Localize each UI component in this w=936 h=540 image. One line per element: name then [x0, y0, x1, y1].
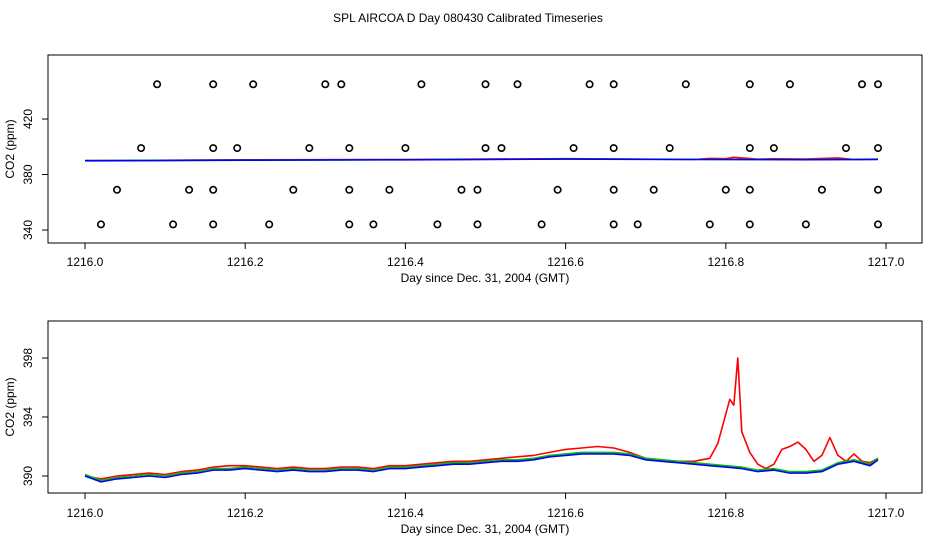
- scatter-point: [97, 220, 106, 229]
- scatter-point: [401, 144, 410, 153]
- scatter-point: [473, 220, 482, 229]
- scatter-point: [209, 185, 218, 194]
- scatter-point: [433, 220, 442, 229]
- y-tick-label: 394: [21, 407, 35, 427]
- x-tick-label: 1216.0: [67, 506, 104, 520]
- scatter-point: [209, 144, 218, 153]
- scatter-point: [705, 220, 714, 229]
- scatter-point: [785, 80, 794, 89]
- scatter-point: [873, 220, 882, 229]
- series-group-bottom: [84, 357, 879, 483]
- scatter-point: [873, 185, 882, 194]
- scatter-point: [585, 80, 594, 89]
- scatter-point: [537, 220, 546, 229]
- chart-top: 1216.0 1216.2 1216.4 1216.6 1216.8 1217.0 340 3…: [3, 54, 923, 285]
- x-tick-label: 1216.4: [387, 255, 424, 269]
- y-axis-label-top: CO2 (ppm): [3, 119, 17, 178]
- scatter-point: [169, 220, 178, 229]
- scatter-point: [305, 144, 314, 153]
- scatter-point: [497, 144, 506, 153]
- scatter-point: [209, 80, 218, 89]
- scatter-point: [137, 144, 146, 153]
- series-line-blue: [84, 453, 879, 483]
- x-tick-label: 1216.6: [547, 255, 584, 269]
- scatter-point: [665, 144, 674, 153]
- x-tick-label: 1216.8: [707, 255, 744, 269]
- x-tick-label: 1216.2: [227, 255, 264, 269]
- y-axis-label-bottom: CO2 (ppm): [3, 377, 17, 436]
- scatter-point: [369, 220, 378, 229]
- scatter-point: [841, 144, 850, 153]
- scatter-point: [265, 220, 274, 229]
- series-group-top: [84, 156, 879, 162]
- series-line-green: [84, 451, 879, 482]
- scatter-point: [569, 144, 578, 153]
- scatter-point: [233, 144, 242, 153]
- scatter-point: [473, 185, 482, 194]
- scatter-point: [249, 80, 258, 89]
- scatter-point: [609, 220, 618, 229]
- scatter-point: [721, 185, 730, 194]
- scatter-point: [649, 185, 658, 194]
- x-tick-label: 1216.6: [547, 506, 584, 520]
- scatter-point: [481, 80, 490, 89]
- x-tick-label: 1216.0: [67, 255, 104, 269]
- y-tick-label: 340: [21, 220, 35, 240]
- chart-bottom: 1216.0 1216.2 1216.4 1216.6 1216.8 1217.0 390 3…: [3, 320, 923, 536]
- x-tick-label: 1216.4: [387, 506, 424, 520]
- y-tick-label: 380: [21, 164, 35, 184]
- scatter-point: [113, 185, 122, 194]
- scatter-point: [745, 144, 754, 153]
- scatter-point: [745, 220, 754, 229]
- scatter-group-top: [97, 80, 882, 229]
- scatter-point: [321, 80, 330, 89]
- scatter-point: [817, 185, 826, 194]
- scatter-point: [337, 80, 346, 89]
- scatter-point: [857, 80, 866, 89]
- scatter-point: [153, 80, 162, 89]
- axes-top: 1216.0 1216.2 1216.4 1216.6 1216.8 1217.0 340 3…: [21, 109, 905, 269]
- x-tick-label: 1217.0: [868, 255, 905, 269]
- x-tick-label: 1216.8: [707, 506, 744, 520]
- scatter-point: [609, 144, 618, 153]
- series-line-blue: [84, 158, 879, 162]
- scatter-point: [417, 80, 426, 89]
- scatter-point: [801, 220, 810, 229]
- scatter-point: [553, 185, 562, 194]
- x-tick-label: 1217.0: [868, 506, 905, 520]
- y-tick-label: 390: [21, 466, 35, 486]
- scatter-point: [609, 185, 618, 194]
- scatter-point: [385, 185, 394, 194]
- scatter-point: [457, 185, 466, 194]
- scatter-point: [513, 80, 522, 89]
- y-tick-label: 398: [21, 348, 35, 368]
- plot-frame-bottom: [47, 320, 923, 494]
- scatter-point: [481, 144, 490, 153]
- x-tick-label: 1216.2: [227, 506, 264, 520]
- figure-title: SPL AIRCOA D Day 080430 Calibrated Times…: [333, 11, 603, 25]
- scatter-point: [345, 185, 354, 194]
- scatter-point: [289, 185, 298, 194]
- scatter-point: [345, 144, 354, 153]
- series-line-red: [84, 357, 879, 480]
- scatter-point: [681, 80, 690, 89]
- plot-frame-top: [47, 54, 923, 244]
- scatter-point: [209, 220, 218, 229]
- scatter-point: [873, 144, 882, 153]
- scatter-point: [769, 144, 778, 153]
- y-tick-label: 420: [21, 109, 35, 129]
- axes-bottom: 1216.0 1216.2 1216.4 1216.6 1216.8 1217.0 390 3…: [21, 348, 905, 520]
- scatter-point: [633, 220, 642, 229]
- scatter-point: [745, 185, 754, 194]
- scatter-point: [609, 80, 618, 89]
- scatter-point: [745, 80, 754, 89]
- x-axis-label-bottom: Day since Dec. 31, 2004 (GMT): [401, 522, 570, 536]
- scatter-point: [185, 185, 194, 194]
- scatter-point: [345, 220, 354, 229]
- scatter-point: [873, 80, 882, 89]
- x-axis-label-top: Day since Dec. 31, 2004 (GMT): [401, 271, 570, 285]
